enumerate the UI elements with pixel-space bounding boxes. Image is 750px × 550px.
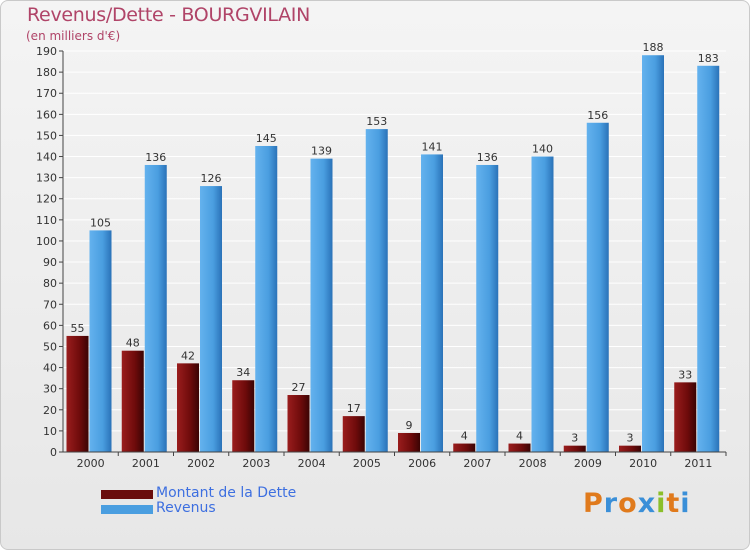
logo-letter: o: [618, 488, 638, 519]
bar-revenus: [89, 230, 112, 452]
y-tick-label: 160: [36, 108, 57, 121]
data-label-revenus: 139: [311, 145, 332, 158]
legend-swatch-revenus: [101, 505, 153, 514]
x-tick-label: 2009: [574, 457, 602, 470]
bar-debt: [121, 350, 144, 452]
y-tick-label: 190: [36, 45, 57, 58]
bar-revenus: [255, 145, 278, 452]
logo-letter: i: [680, 488, 691, 519]
y-tick-label: 180: [36, 66, 57, 79]
y-tick-label: 0: [50, 446, 57, 459]
data-label-debt: 55: [71, 322, 85, 335]
bar-debt: [287, 395, 310, 452]
legend-label-revenus: Revenus: [156, 500, 216, 516]
y-tick-label: 20: [43, 404, 57, 417]
bar-debt: [453, 443, 476, 452]
y-tick-label: 70: [43, 298, 57, 311]
data-label-revenus: 183: [698, 52, 719, 65]
logo-letter: P: [583, 488, 604, 519]
legend-label-debt: Montant de la Dette: [156, 485, 297, 501]
logo-letter: r: [603, 488, 619, 519]
data-label-revenus: 136: [477, 151, 498, 164]
bar-debt: [674, 382, 697, 452]
x-tick-label: 2008: [519, 457, 547, 470]
bar-revenus: [586, 122, 609, 452]
logo-letter: t: [666, 488, 681, 519]
y-tick-label: 120: [36, 193, 57, 206]
data-label-debt: 27: [292, 381, 306, 394]
data-label-debt: 33: [678, 368, 692, 381]
data-label-revenus: 136: [145, 151, 166, 164]
bar-chart: 0 10 20 30 40 50 60 70 80 90 100 110 120 130 140 150 160…: [36, 41, 727, 470]
logo-letter: i: [656, 488, 667, 519]
data-label-revenus: 145: [256, 132, 277, 145]
data-label-debt: 17: [347, 402, 361, 415]
y-tick-label: 10: [43, 425, 57, 438]
y-tick-label: 110: [36, 214, 57, 227]
data-label-debt: 9: [406, 419, 413, 432]
logo-letter: x: [637, 488, 657, 519]
bars-layer: [66, 55, 720, 453]
x-tick-label: 2006: [408, 457, 436, 470]
bar-debt: [342, 416, 365, 452]
data-label-revenus: 153: [366, 115, 387, 128]
bar-revenus: [200, 186, 222, 453]
bar-debt: [508, 443, 531, 452]
grid-layer: [59, 50, 727, 456]
data-label-revenus: 141: [422, 140, 443, 153]
data-label-revenus: 105: [90, 216, 111, 229]
bar-revenus: [365, 129, 388, 452]
x-tick-label: 2002: [187, 457, 215, 470]
data-label-debt: 3: [571, 432, 578, 445]
bar-revenus: [697, 65, 720, 452]
data-label-debt: 3: [627, 432, 634, 445]
chart-title: Revenus/Dette - BOURGVILAIN: [27, 4, 311, 26]
data-label-revenus: 156: [587, 109, 608, 122]
bar-revenus: [476, 164, 499, 452]
x-tick-label: 2004: [298, 457, 326, 470]
data-label-revenus: 126: [201, 172, 222, 185]
proxiti-logo: Proxiti: [583, 488, 691, 519]
data-label-revenus: 188: [643, 41, 664, 54]
data-label-debt: 4: [461, 430, 468, 443]
bar-revenus: [310, 158, 333, 452]
x-tick-label: 2005: [353, 457, 381, 470]
bar-revenus: [144, 164, 167, 452]
labels-layer: 0 10 20 30 40 50 60 70 80 90 100 110 120 130 140 150 160…: [36, 41, 719, 470]
bar-debt: [563, 445, 586, 452]
x-tick-label: 2007: [463, 457, 491, 470]
data-label-revenus: 140: [532, 143, 553, 156]
x-tick-label: 2010: [629, 457, 657, 470]
x-tick-label: 2000: [77, 457, 105, 470]
x-tick-label: 2011: [684, 457, 712, 470]
x-tick-label: 2003: [242, 457, 270, 470]
y-tick-label: 80: [43, 277, 57, 290]
y-tick-label: 100: [36, 235, 57, 248]
bar-debt: [232, 380, 255, 452]
bar-revenus: [421, 154, 443, 453]
y-tick-label: 50: [43, 340, 57, 353]
bar-debt: [398, 433, 420, 452]
x-tick-label: 2001: [132, 457, 160, 470]
y-tick-label: 150: [36, 129, 57, 142]
data-label-debt: 4: [516, 430, 523, 443]
bar-debt: [177, 363, 199, 452]
y-tick-label: 40: [43, 362, 57, 375]
y-tick-label: 60: [43, 319, 57, 332]
bar-debt: [66, 335, 89, 452]
bar-revenus: [642, 55, 664, 452]
bar-debt: [619, 445, 641, 452]
y-tick-label: 170: [36, 87, 57, 100]
data-label-debt: 42: [181, 349, 195, 362]
bar-revenus: [531, 156, 554, 453]
y-tick-label: 30: [43, 383, 57, 396]
data-label-debt: 34: [236, 366, 250, 379]
data-label-debt: 48: [126, 337, 140, 350]
y-tick-label: 130: [36, 172, 57, 185]
legend-swatch-debt: [101, 490, 153, 499]
y-tick-label: 90: [43, 256, 57, 269]
chart-subtitle: (en milliers d'€): [26, 29, 121, 43]
y-tick-label: 140: [36, 151, 57, 164]
